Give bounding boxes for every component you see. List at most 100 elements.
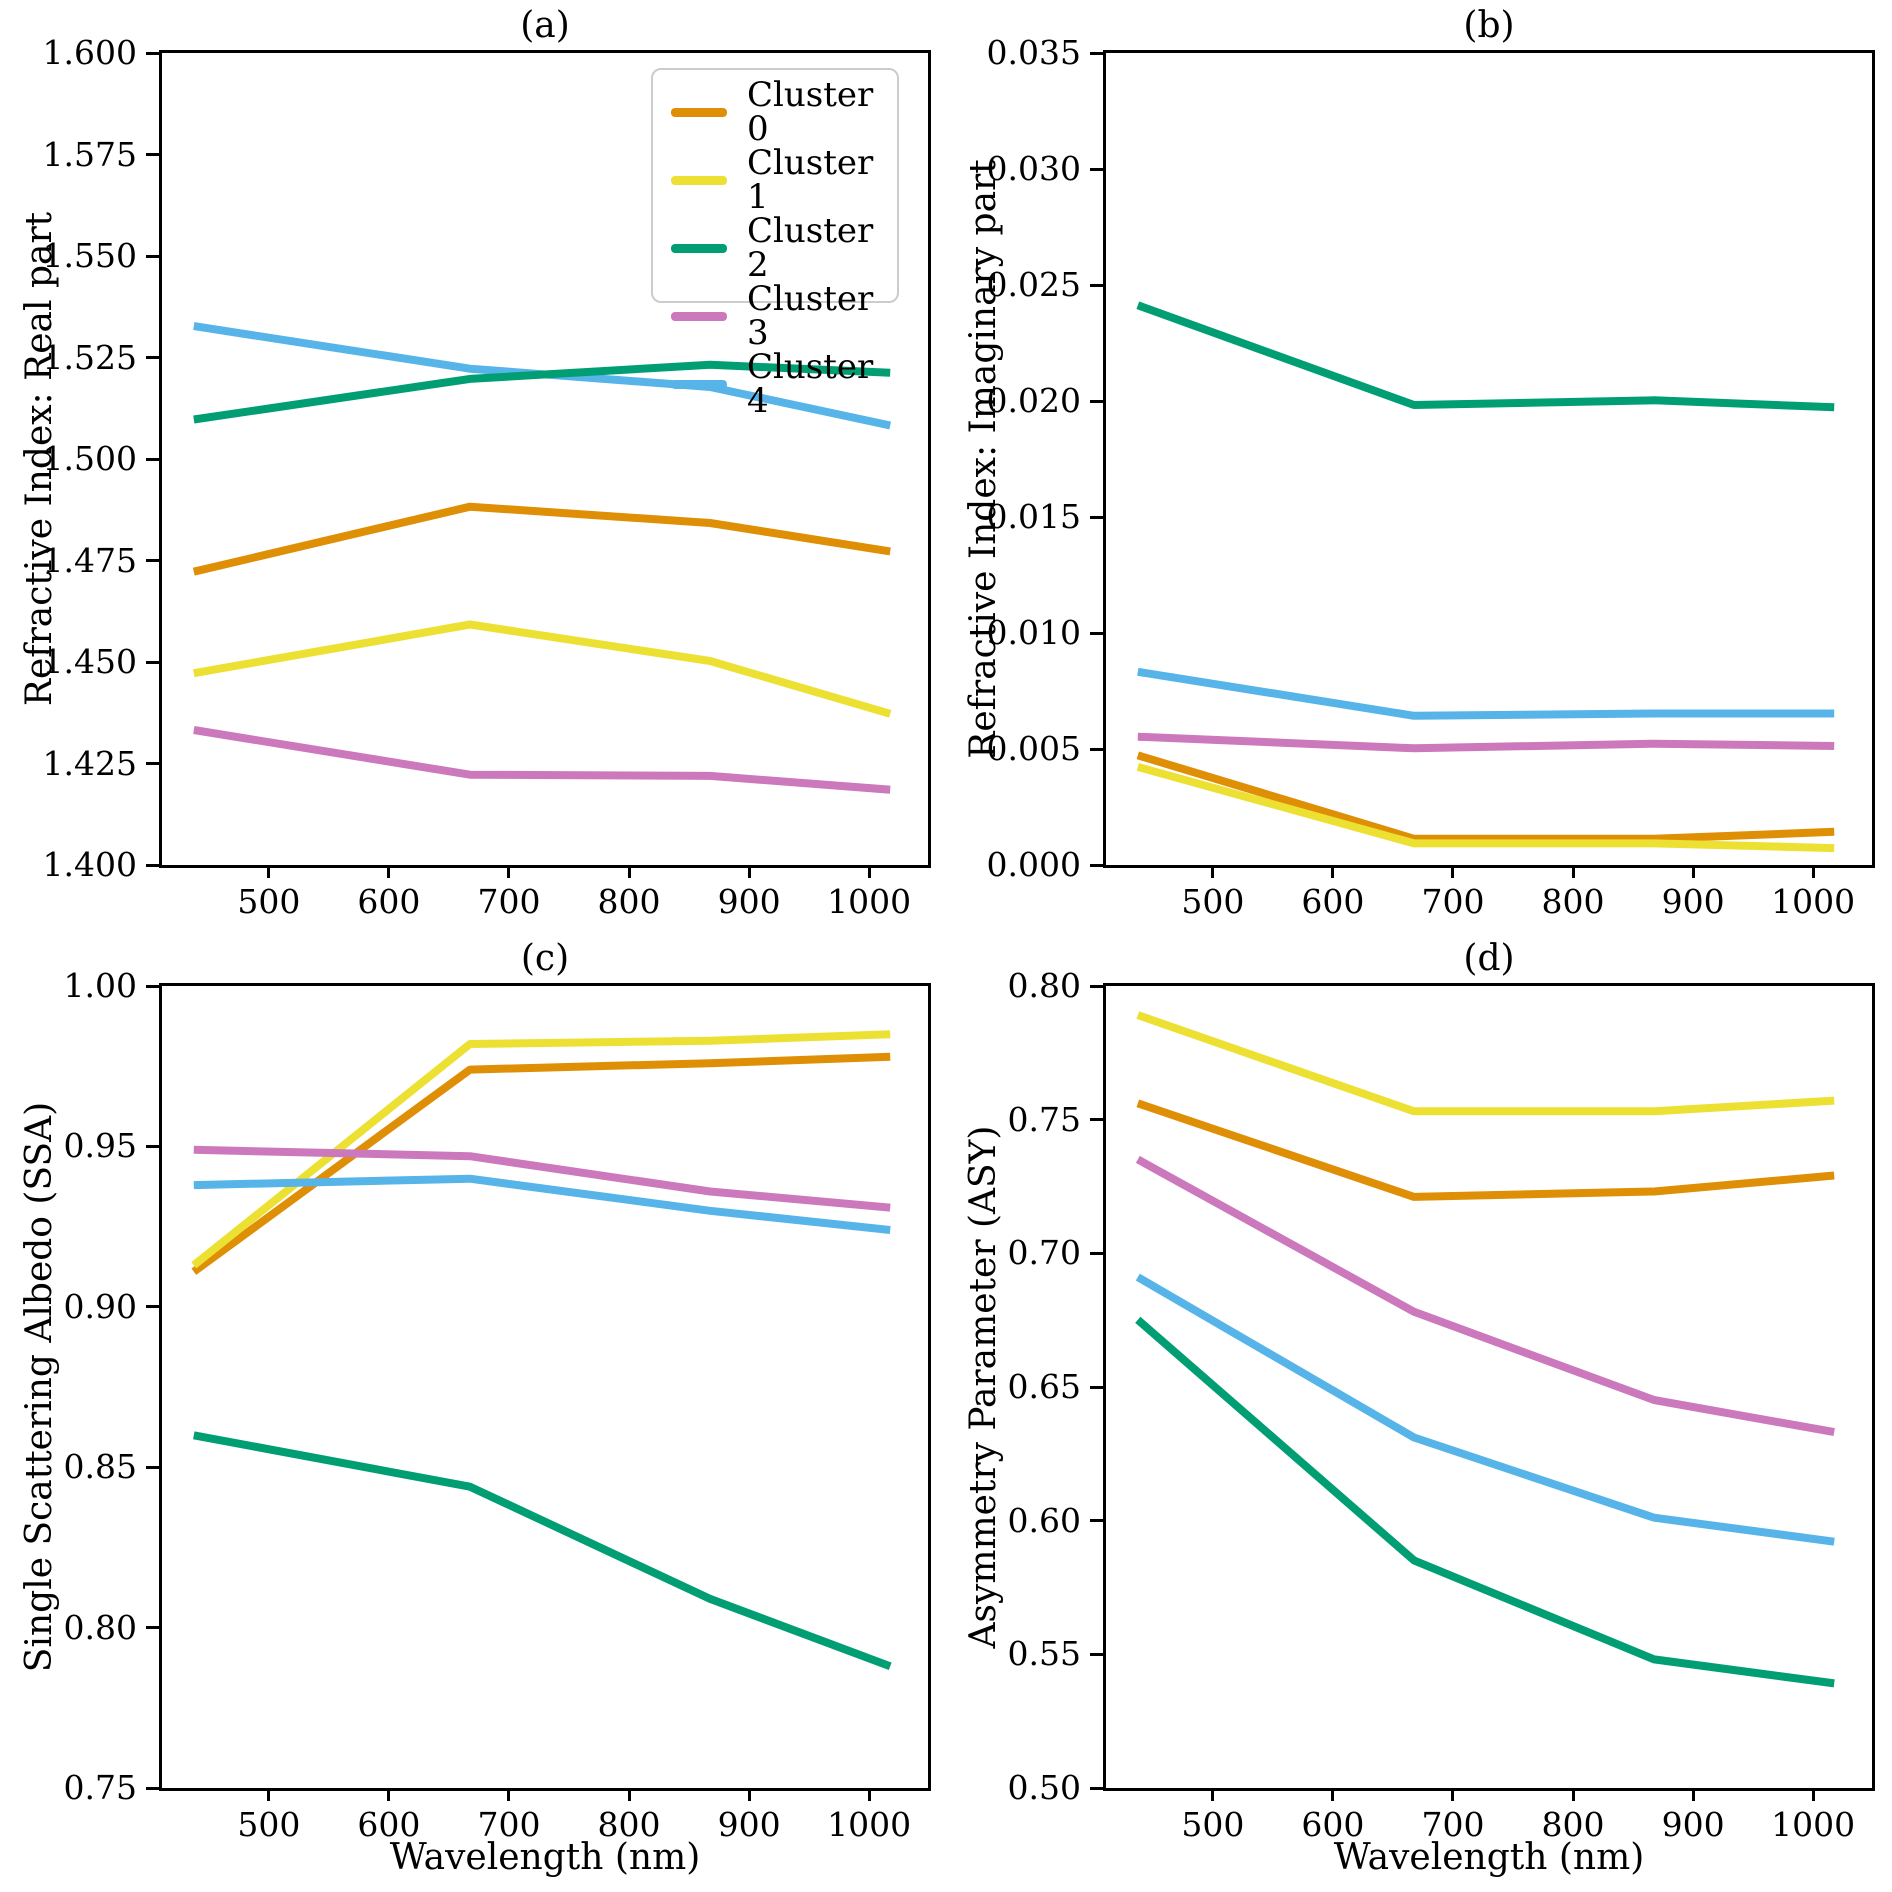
panel-a-xtick-mark [267, 865, 271, 878]
panel-d-ytick-mark [1090, 1786, 1103, 1790]
panel-a-xtick-mark [387, 865, 391, 878]
panel-a-ytick-label: 1.475 [42, 540, 137, 580]
panel-a-xtick-label: 500 [237, 882, 301, 921]
panel-a-ytick-mark [146, 863, 159, 867]
panel-a-xtick-label: 600 [357, 882, 421, 921]
panel-b-xtick-label: 900 [1661, 882, 1725, 921]
panel-d-title: (d) [1463, 938, 1515, 979]
panel-d-ytick-mark [1090, 1118, 1103, 1122]
panel-a-ytick-label: 1.425 [42, 743, 137, 783]
panel-a-ytick-mark [146, 660, 159, 664]
panel-c-y-axis-label: Single Scattering Albedo (SSA) [19, 1101, 60, 1673]
panel-c-ytick-mark [146, 984, 159, 988]
panel-d-xtick-label: 800 [1541, 1805, 1605, 1844]
panel-b-ytick-label: 0.005 [986, 728, 1081, 768]
legend-label: Cluster 3 [747, 279, 874, 353]
panel-c-xtick-mark [867, 1788, 871, 1801]
legend-line-swatch-icon [671, 379, 727, 389]
panel-b-ytick-mark [1090, 631, 1103, 635]
panel-c-xtick-mark [747, 1788, 751, 1801]
panel-b-line-cluster-4 [1137, 667, 1835, 720]
panel-a-ytick-label: 1.525 [42, 337, 137, 377]
legend-label: Cluster 2 [747, 211, 874, 285]
panel-b-xtick-label: 500 [1181, 882, 1245, 921]
panel-a-xtick-mark [867, 865, 871, 878]
panel-d-ytick-label: 0.75 [1007, 1099, 1081, 1139]
panel-a-ytick-label: 1.400 [42, 844, 137, 884]
panel-d-line-cluster-1 [1136, 1011, 1835, 1116]
legend-label: Cluster 1 [747, 143, 874, 217]
panel-c-xtick-mark [627, 1788, 631, 1801]
panel-d-xtick-mark [1331, 1788, 1335, 1801]
panel-b-xtick-mark [1331, 865, 1335, 878]
panel-a-ytick-label: 1.500 [42, 438, 137, 478]
panel-a-line-cluster-3 [193, 726, 891, 794]
panel-c-xtick-label: 500 [237, 1805, 301, 1844]
panel-c-plot-box [159, 983, 931, 1791]
panel-d-plot-area [1135, 1011, 1835, 1688]
panel-d-line-cluster-0 [1136, 1099, 1835, 1201]
panel-c-line-cluster-3 [193, 1145, 891, 1212]
panel-b-plot-box [1103, 50, 1875, 868]
panel-b-xtick-mark [1811, 865, 1815, 878]
panel-a-xtick-label: 800 [597, 882, 661, 921]
panel-a-ytick-mark [146, 559, 159, 562]
panel-a-xtick-label: 1000 [827, 882, 912, 921]
panel-b-ytick-label: 0.030 [986, 148, 1081, 188]
legend-label: Cluster 4 [747, 347, 874, 421]
panel-b-line-cluster-1 [1136, 763, 1835, 853]
panel-b-y-axis-label: Refractive Index: Imaginary part [963, 159, 1004, 759]
panel-a-ytick-label: 1.550 [42, 235, 137, 275]
legend-item-2: Cluster 2 [671, 214, 879, 282]
legend-line-swatch-icon [671, 107, 727, 117]
legend-label: Cluster 0 [747, 75, 874, 149]
panel-d-xtick-label: 700 [1421, 1805, 1485, 1844]
panel-c-xtick-label: 600 [357, 1805, 421, 1844]
panel-a-ytick-mark [146, 762, 159, 765]
panel-d-xtick-mark [1811, 1788, 1815, 1801]
panel-b-xtick-label: 700 [1421, 882, 1485, 921]
panel-d-xtick-mark [1691, 1788, 1695, 1801]
panel-c-line-cluster-0 [191, 1052, 891, 1275]
panel-a-xtick-mark [507, 865, 511, 878]
panel-d-ytick-mark [1090, 1519, 1103, 1523]
panel-b-ytick-mark [1090, 747, 1103, 751]
panel-c-xtick-mark [267, 1788, 271, 1801]
legend-item-4: Cluster 4 [671, 350, 879, 418]
panel-d-ytick-label: 0.55 [1007, 1634, 1081, 1674]
panel-b-ytick-label: 0.000 [986, 844, 1081, 884]
panel-c-ytick-label: 0.85 [63, 1447, 137, 1487]
panel-a-ytick-label: 1.450 [42, 641, 137, 681]
panel-d-ytick-mark [1090, 984, 1103, 988]
panel-b-ytick-mark [1090, 51, 1103, 55]
panel-d-ytick-label: 0.65 [1007, 1366, 1081, 1406]
legend-line-swatch-icon [671, 243, 727, 253]
legend-line-swatch-icon [671, 311, 727, 321]
panel-a-line-cluster-0 [192, 502, 891, 576]
panel-c-ytick-mark [146, 1626, 159, 1630]
panel-a-ytick-label: 1.600 [42, 32, 137, 72]
panel-c-ytick-mark [146, 1305, 159, 1309]
panel-c-xtick-mark [507, 1788, 511, 1801]
panel-b-xtick-mark [1691, 865, 1695, 878]
panel-b-ytick-mark [1090, 515, 1103, 519]
panel-c-ytick-mark [146, 1465, 159, 1469]
panel-d-xtick-label: 600 [1301, 1805, 1365, 1844]
panel-a-ytick-mark [146, 356, 159, 359]
panel-d-y-axis-label: Asymmetry Parameter (ASY) [963, 1125, 1004, 1649]
panel-a-plot-area [192, 322, 892, 794]
panel-b-ytick-mark [1090, 863, 1103, 867]
panel-d-ytick-label: 0.60 [1007, 1500, 1081, 1540]
panel-c-ytick-label: 0.95 [63, 1126, 137, 1166]
panel-a-xtick-mark [627, 865, 631, 878]
panel-d-ytick-label: 0.50 [1007, 1767, 1081, 1807]
panel-b-line-cluster-2 [1136, 301, 1835, 412]
panel-c-ytick-mark [146, 1144, 159, 1148]
panel-d-line-cluster-2 [1135, 1316, 1835, 1688]
panel-d-xtick-label: 1000 [1771, 1805, 1856, 1844]
panel-d-ytick-label: 0.80 [1007, 965, 1081, 1005]
panel-b-title: (b) [1463, 5, 1515, 46]
panel-c-xtick-label: 800 [597, 1805, 661, 1844]
panel-c-ytick-label: 0.80 [63, 1607, 137, 1647]
